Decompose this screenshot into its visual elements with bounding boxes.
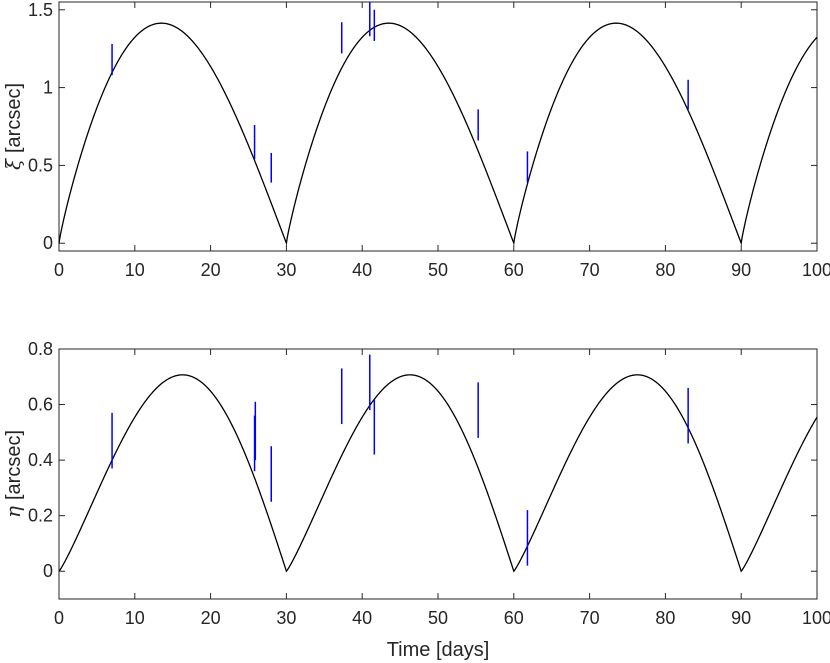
y-axis-symbol: η xyxy=(1,506,25,518)
x-tick-label: 70 xyxy=(580,608,600,628)
x-tick-label: 100 xyxy=(802,260,830,280)
y-tick-label: 1 xyxy=(43,78,53,98)
y-tick-label: 0 xyxy=(43,561,53,581)
x-tick-label: 30 xyxy=(276,260,296,280)
x-tick-label: 90 xyxy=(731,608,751,628)
x-tick-label: 80 xyxy=(655,608,675,628)
x-tick-label: 60 xyxy=(504,260,524,280)
y-tick-label: 0.4 xyxy=(28,450,53,470)
y-axis-symbol: ξ xyxy=(1,158,25,170)
model-curve xyxy=(58,22,818,246)
y-tick-label: 0.5 xyxy=(28,155,53,175)
x-tick-label: 30 xyxy=(276,608,296,628)
x-tick-label: 0 xyxy=(54,608,64,628)
x-tick-label: 90 xyxy=(731,260,751,280)
model-curve xyxy=(58,374,818,573)
axes-box xyxy=(58,1,818,252)
x-tick-label: 70 xyxy=(580,260,600,280)
x-tick-label: 40 xyxy=(352,260,372,280)
y-tick-label: 0 xyxy=(43,233,53,253)
y-axis-unit: [arcsec] xyxy=(3,430,25,500)
y-axis-label: η [arcsec] xyxy=(1,430,25,518)
x-tick-label: 10 xyxy=(125,608,145,628)
y-axis-label: ξ [arcsec] xyxy=(1,83,25,170)
x-tick-label: 40 xyxy=(352,608,372,628)
y-tick-label: 0.8 xyxy=(28,339,53,359)
x-tick-label: 20 xyxy=(201,608,221,628)
y-axis-unit: [arcsec] xyxy=(3,83,25,153)
y-tick-label: 0.2 xyxy=(28,506,53,526)
x-tick-label: 50 xyxy=(428,608,448,628)
x-tick-label: 10 xyxy=(125,260,145,280)
x-axis-label: Time [days] xyxy=(387,639,490,661)
x-tick-label: 20 xyxy=(201,260,221,280)
x-tick-label: 60 xyxy=(504,608,524,628)
y-tick-label: 0.6 xyxy=(28,395,53,415)
lower-plot-eta: 0 10 20 30 40 50 60 70 80 90 100 0 0.2 0.4 0.6 0.8 η [arc… xyxy=(1,339,830,661)
x-tick-label: 100 xyxy=(802,608,830,628)
x-tick-label: 50 xyxy=(428,260,448,280)
axes-box xyxy=(58,348,818,600)
x-tick-label: 80 xyxy=(655,260,675,280)
upper-plot-xi: 0 10 20 30 40 50 60 70 80 90 100 0 0.5 1 1.5 ξ [arcsec] xyxy=(1,0,830,280)
y-tick-label: 1.5 xyxy=(28,0,53,20)
x-tick-label: 0 xyxy=(54,260,64,280)
